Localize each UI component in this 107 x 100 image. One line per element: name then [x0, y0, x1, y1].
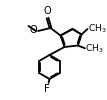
Text: O: O	[44, 6, 51, 16]
Text: CH$_3$: CH$_3$	[88, 22, 107, 35]
Text: F: F	[44, 84, 50, 94]
Text: O: O	[30, 25, 38, 35]
Text: CH$_3$: CH$_3$	[85, 42, 104, 55]
